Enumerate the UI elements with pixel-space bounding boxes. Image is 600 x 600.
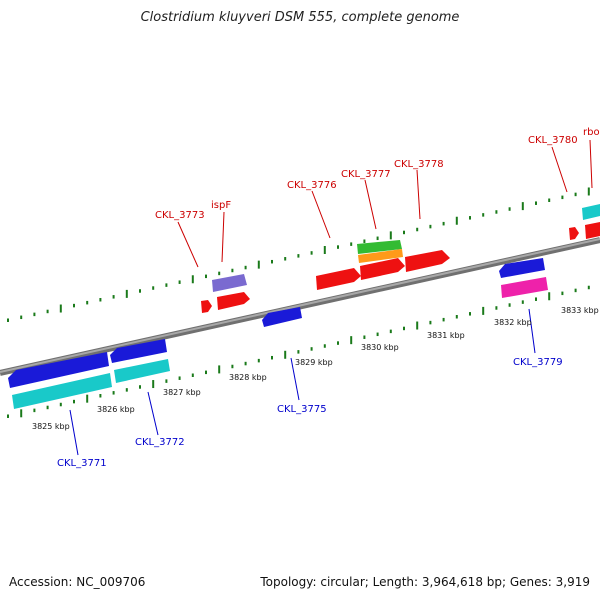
reverse-genes bbox=[8, 258, 548, 409]
gene-label[interactable]: CKL_3776 bbox=[287, 180, 337, 191]
genome-summary-text: Topology: circular; Length: 3,964,618 bp… bbox=[260, 575, 590, 589]
kbp-label: 3830 kbp bbox=[361, 343, 399, 352]
kbp-label: 3827 kbp bbox=[163, 388, 201, 397]
gene-label[interactable]: CKL_3775 bbox=[277, 404, 327, 415]
gene-label[interactable]: CKL_3778 bbox=[394, 159, 444, 170]
gene-label[interactable]: CKL_3777 bbox=[341, 169, 391, 180]
kbp-label: 3831 kbp bbox=[427, 331, 465, 340]
gene-feature[interactable] bbox=[585, 222, 600, 239]
outer-tick-track bbox=[7, 187, 590, 322]
kbp-label: 3828 kbp bbox=[229, 373, 267, 382]
gene-feature[interactable] bbox=[8, 352, 109, 388]
accession-text: Accession: NC_009706 bbox=[9, 575, 146, 589]
gene-feature[interactable] bbox=[110, 339, 167, 363]
gene-label[interactable]: CKL_3771 bbox=[57, 458, 107, 469]
gene-feature[interactable] bbox=[499, 258, 545, 278]
map-title: Clostridium kluyveri DSM 555, complete g… bbox=[140, 10, 460, 25]
gene-feature[interactable] bbox=[360, 258, 405, 280]
gene-feature[interactable] bbox=[357, 240, 402, 254]
gene-feature[interactable] bbox=[501, 277, 548, 298]
leader-lines bbox=[69, 139, 593, 456]
gene-label[interactable]: rbo bbox=[583, 127, 600, 138]
gene-feature[interactable] bbox=[217, 292, 250, 310]
gene-feature[interactable] bbox=[212, 274, 247, 292]
kbp-scale-labels: 3825 kbp 3826 kbp 3827 kbp 3828 kbp 3829… bbox=[32, 306, 599, 431]
gene-label[interactable]: CKL_3780 bbox=[528, 135, 578, 146]
gene-label[interactable]: CKL_3773 bbox=[155, 210, 205, 221]
kbp-label: 3825 kbp bbox=[32, 422, 70, 431]
gene-labels-top: CKL_3773 ispF CKL_3776 CKL_3777 CKL_3778… bbox=[155, 127, 600, 221]
gene-labels-bottom: CKL_3771 CKL_3772 CKL_3775 CKL_3779 bbox=[57, 357, 563, 469]
gene-feature[interactable] bbox=[405, 250, 450, 272]
kbp-label: 3829 kbp bbox=[295, 358, 333, 367]
gene-label[interactable]: CKL_3779 bbox=[513, 357, 563, 368]
kbp-label: 3833 kbp bbox=[561, 306, 599, 315]
gene-feature[interactable] bbox=[569, 227, 579, 240]
gene-label[interactable]: ispF bbox=[211, 200, 231, 211]
gene-feature[interactable] bbox=[358, 249, 403, 263]
kbp-label: 3826 kbp bbox=[97, 405, 135, 414]
gene-feature[interactable] bbox=[114, 359, 170, 383]
gene-feature[interactable] bbox=[201, 300, 212, 313]
kbp-label: 3832 kbp bbox=[494, 318, 532, 327]
gene-feature[interactable] bbox=[316, 268, 361, 290]
inner-tick-track bbox=[7, 285, 590, 418]
gene-feature[interactable] bbox=[12, 373, 112, 409]
forward-genes bbox=[201, 204, 600, 313]
gene-label[interactable]: CKL_3772 bbox=[135, 437, 185, 448]
gene-feature[interactable] bbox=[582, 204, 600, 220]
gene-feature[interactable] bbox=[262, 307, 302, 327]
